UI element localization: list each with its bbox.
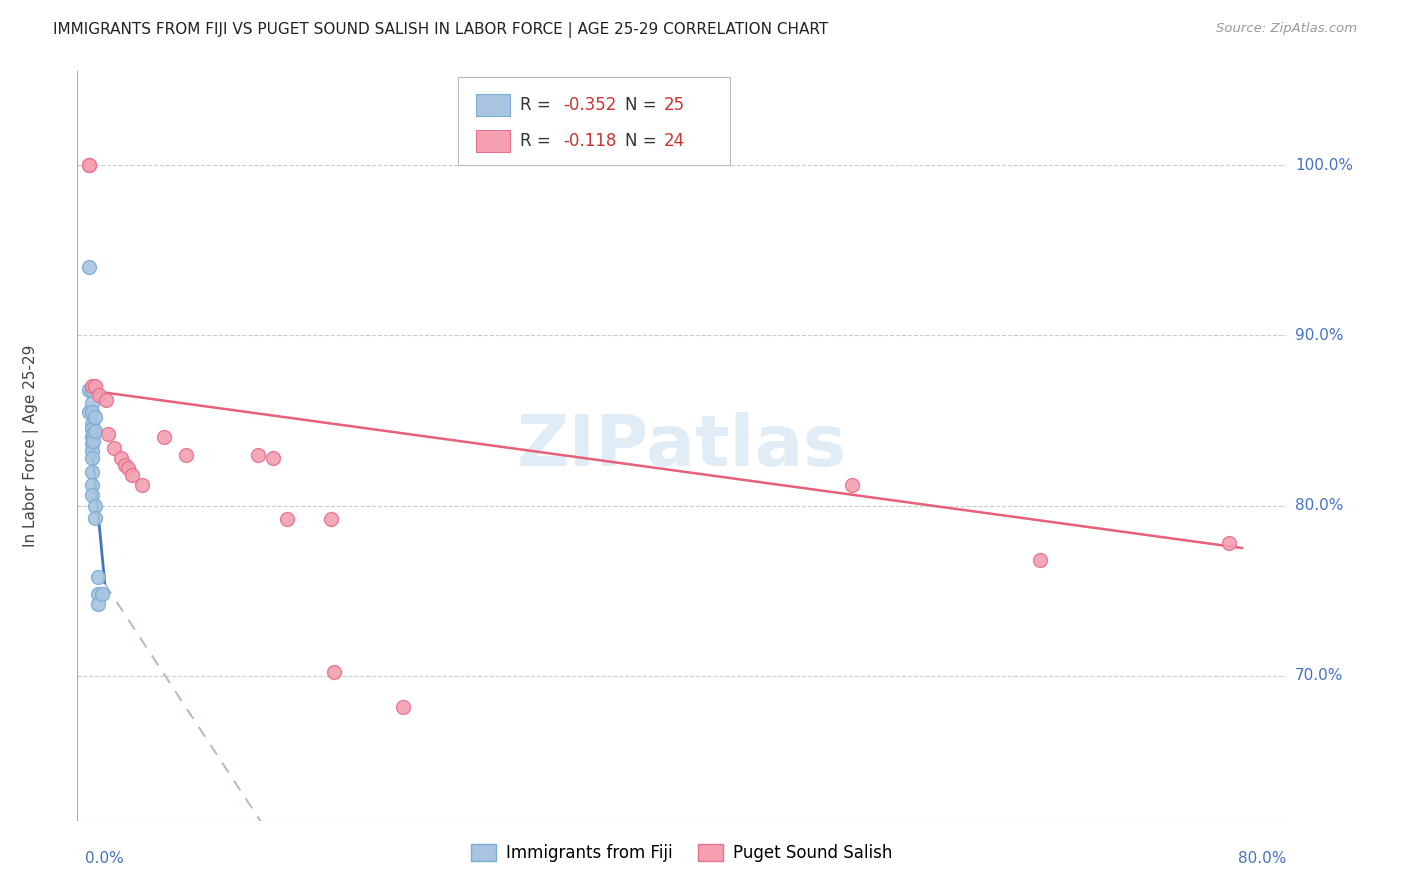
Point	[131, 478, 153, 492]
Point	[262, 450, 284, 465]
Text: 80.0%: 80.0%	[1295, 498, 1344, 513]
Point	[77, 260, 100, 275]
Point	[1218, 536, 1240, 550]
Point	[276, 512, 298, 526]
Point	[83, 499, 105, 513]
FancyBboxPatch shape	[458, 77, 730, 165]
Text: -0.352: -0.352	[564, 96, 617, 114]
Point	[86, 570, 108, 584]
Point	[77, 158, 100, 172]
Point	[77, 158, 100, 172]
Point	[80, 422, 103, 436]
Point	[841, 478, 863, 492]
Point	[96, 392, 118, 407]
Point	[80, 450, 103, 465]
Text: N =: N =	[626, 132, 662, 150]
Point	[80, 488, 103, 502]
Point	[91, 587, 114, 601]
Point	[87, 388, 110, 402]
Point	[82, 434, 104, 448]
Point	[80, 437, 103, 451]
Point	[117, 461, 139, 475]
Point	[110, 450, 132, 465]
Text: -0.118: -0.118	[564, 132, 617, 150]
Point	[114, 458, 136, 472]
Point	[86, 587, 108, 601]
Text: ZIPatlas: ZIPatlas	[517, 411, 846, 481]
Point	[80, 383, 103, 397]
Point	[80, 465, 103, 479]
FancyBboxPatch shape	[477, 129, 510, 153]
Text: 80.0%: 80.0%	[1239, 851, 1286, 866]
Point	[319, 512, 342, 526]
Point	[153, 430, 176, 444]
Text: 100.0%: 100.0%	[1295, 158, 1353, 172]
Point	[82, 427, 104, 442]
Point	[83, 410, 105, 425]
Point	[392, 699, 415, 714]
Point	[83, 379, 105, 393]
Point	[83, 510, 105, 524]
FancyBboxPatch shape	[477, 94, 510, 117]
Point	[103, 441, 125, 455]
Point	[80, 417, 103, 431]
Point	[77, 405, 100, 419]
Point	[80, 478, 103, 492]
Point	[174, 448, 197, 462]
Text: 90.0%: 90.0%	[1295, 328, 1344, 343]
Text: R =: R =	[520, 132, 555, 150]
Point	[80, 430, 103, 444]
Point	[83, 424, 105, 438]
Point	[322, 665, 344, 680]
Text: Source: ZipAtlas.com: Source: ZipAtlas.com	[1216, 22, 1357, 36]
Text: IMMIGRANTS FROM FIJI VS PUGET SOUND SALISH IN LABOR FORCE | AGE 25-29 CORRELATIO: IMMIGRANTS FROM FIJI VS PUGET SOUND SALI…	[53, 22, 828, 38]
Point	[86, 598, 108, 612]
Point	[97, 427, 120, 442]
Text: R =: R =	[520, 96, 555, 114]
Point	[1029, 553, 1052, 567]
Text: In Labor Force | Age 25-29: In Labor Force | Age 25-29	[22, 345, 39, 547]
Point	[80, 379, 103, 393]
Point	[247, 448, 270, 462]
Legend: Immigrants from Fiji, Puget Sound Salish: Immigrants from Fiji, Puget Sound Salish	[465, 837, 898, 869]
Point	[80, 396, 103, 410]
Text: N =: N =	[626, 96, 662, 114]
Text: 24: 24	[664, 132, 685, 150]
Text: 0.0%: 0.0%	[84, 851, 124, 866]
Point	[77, 383, 100, 397]
Point	[121, 467, 143, 482]
Text: 25: 25	[664, 96, 685, 114]
Text: 70.0%: 70.0%	[1295, 668, 1344, 683]
Point	[80, 405, 103, 419]
Point	[80, 444, 103, 458]
